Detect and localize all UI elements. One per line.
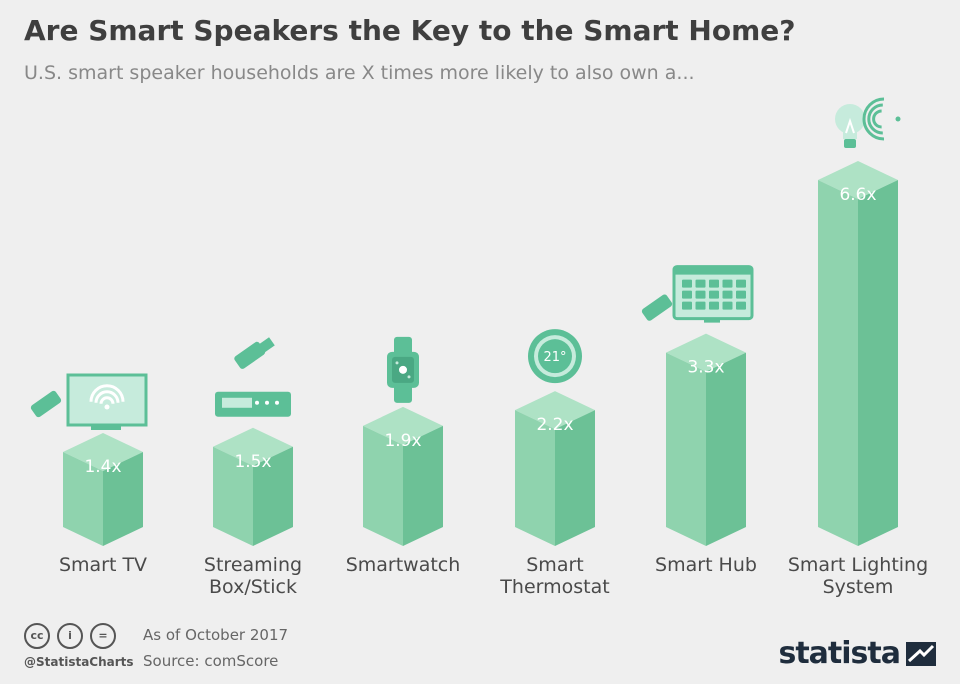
value-label: 1.5x (234, 452, 271, 472)
category-label: Smart (526, 554, 583, 576)
chart-subtitle: U.S. smart speaker households are X time… (24, 62, 695, 84)
date-note: As of October 2017 (143, 626, 289, 644)
smart-hub-icon (641, 265, 754, 323)
statista-logo-mark-icon (906, 642, 936, 666)
bar-3 (363, 406, 443, 546)
creative-commons-icon: cc (24, 623, 50, 649)
bar-front-face (666, 352, 706, 546)
category-label: Smart Lighting (788, 554, 928, 576)
category-label: Streaming (204, 554, 302, 576)
bar-front-face (63, 452, 103, 546)
thermostat-icon: 21° (528, 329, 582, 384)
bar-front-face (515, 410, 555, 546)
value-label: 2.2x (536, 415, 573, 435)
lightbulb-icon (835, 97, 901, 148)
thermostat-reading: 21° (543, 350, 566, 365)
attribution-icon: i (57, 623, 83, 649)
bar-6 (818, 161, 898, 546)
value-label: 1.4x (84, 457, 121, 477)
value-label: 1.9x (384, 431, 421, 451)
category-label: Smart TV (59, 554, 147, 576)
chart-title: Are Smart Speakers the Key to the Smart … (24, 14, 796, 47)
category-label: Smartwatch (346, 554, 461, 576)
bar-side-face (403, 425, 443, 546)
smartwatch-icon (387, 336, 419, 403)
source-note[interactable]: Source: comScore (143, 652, 279, 670)
no-derivatives-icon: = (90, 623, 116, 649)
category-label: System (823, 576, 894, 598)
bar-4 (515, 391, 595, 546)
bar-front-face (818, 180, 858, 546)
bar-front-face (363, 425, 403, 546)
bar-side-face (253, 446, 293, 546)
bar-side-face (555, 410, 595, 546)
tv-icon (30, 373, 148, 430)
bar-1 (63, 433, 143, 546)
streaming-stick-icon (215, 337, 291, 417)
bar-side-face (706, 352, 746, 546)
bar-front-face (213, 446, 253, 546)
category-label: Thermostat (499, 576, 609, 598)
category-label: Smart Hub (655, 554, 757, 576)
statista-logo[interactable]: statista (778, 636, 901, 671)
category-label: Box/Stick (209, 576, 297, 598)
bar-5 (666, 333, 746, 546)
footer: cc i = @StatistaCharts As of October 201… (24, 620, 936, 680)
bar-2 (213, 427, 293, 546)
twitter-handle[interactable]: @StatistaCharts (24, 655, 134, 669)
value-label: 6.6x (839, 185, 876, 205)
bar-side-face (858, 180, 898, 546)
bar-side-face (103, 452, 143, 546)
value-label: 3.3x (687, 358, 724, 378)
